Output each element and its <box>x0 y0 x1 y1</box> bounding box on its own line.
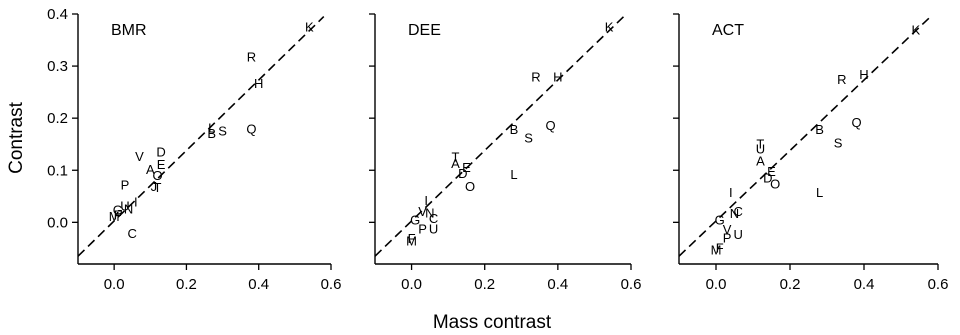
data-point-i: I <box>424 193 428 208</box>
data-point-v: V <box>723 222 732 237</box>
data-point-v: V <box>418 204 427 219</box>
x-tick-label: 0.4 <box>547 276 568 293</box>
data-point-o: O <box>152 168 162 183</box>
data-point-o: O <box>465 179 475 194</box>
y-axis-title: Contrast <box>6 101 27 174</box>
data-point-h: H <box>254 76 263 91</box>
x-tick-label: 0.2 <box>474 276 495 293</box>
data-point-p: P <box>723 230 732 245</box>
data-point-u: U <box>756 141 765 156</box>
data-point-u: U <box>120 199 129 214</box>
x-tick-label: 0.6 <box>321 276 342 293</box>
data-point-k: K <box>911 23 920 38</box>
data-point-i: I <box>729 185 733 200</box>
x-tick-label: 0.4 <box>854 276 875 293</box>
y-tick-label: 0.2 <box>47 110 68 127</box>
data-point-i: I <box>134 195 138 210</box>
x-tick-label: 0.0 <box>104 276 125 293</box>
data-point-h: H <box>553 70 562 85</box>
data-point-p: P <box>418 222 427 237</box>
x-axis-title: Mass contrast <box>433 312 552 333</box>
data-point-e: E <box>157 157 166 172</box>
data-point-d: D <box>458 166 467 181</box>
data-point-n: N <box>124 201 133 216</box>
data-point-k: K <box>605 20 614 35</box>
data-point-s: S <box>834 136 843 151</box>
data-point-u: U <box>734 227 743 242</box>
panel-title: BMR <box>111 22 147 39</box>
data-point-b: B <box>510 122 519 137</box>
y-tick-label: 0.4 <box>47 6 68 23</box>
data-point-b: B <box>207 126 216 141</box>
data-point-a: A <box>756 153 765 168</box>
y-tick-label: 0.3 <box>47 58 68 75</box>
x-tick-label: 0.6 <box>928 276 949 293</box>
data-point-t: T <box>756 137 764 152</box>
data-point-n: N <box>425 205 434 220</box>
data-point-b: B <box>815 122 824 137</box>
fit-line <box>678 16 932 257</box>
panel-title: ACT <box>712 22 744 39</box>
data-point-s: S <box>218 124 227 139</box>
fit-line <box>77 16 325 257</box>
x-tick-label: 0.0 <box>706 276 727 293</box>
chart-panel-bmr: 0.0 0.2 0.4 0.6 0.0 0.1 0.2 0.3 0.4 BMR K RH LB S Q DVE… <box>47 6 341 293</box>
x-tick-label: 0.4 <box>248 276 269 293</box>
data-point-v: V <box>135 149 144 164</box>
y-tick-label: 0.0 <box>47 214 68 231</box>
data-point-r: R <box>531 70 540 85</box>
data-point-a: A <box>146 162 155 177</box>
x-tick-label: 0.2 <box>780 276 801 293</box>
data-point-c: C <box>429 211 438 226</box>
data-point-m: M <box>406 234 417 249</box>
data-point-n: N <box>730 206 739 221</box>
data-point-f: F <box>114 208 122 223</box>
data-point-g: G <box>113 202 123 217</box>
data-point-r: R <box>247 50 256 65</box>
data-point-d: D <box>763 171 772 186</box>
data-point-a: A <box>451 156 460 171</box>
data-point-k: K <box>305 20 314 35</box>
data-point-m: M <box>711 242 722 257</box>
x-tick-label: 0.0 <box>401 276 422 293</box>
data-point-e: E <box>462 160 471 175</box>
data-point-c: C <box>734 204 743 219</box>
data-point-o: O <box>770 176 780 191</box>
data-point-t: T <box>451 150 459 165</box>
panel-title: DEE <box>408 22 441 39</box>
data-point-l: L <box>510 167 517 182</box>
data-point-g: G <box>410 213 420 228</box>
data-point-q: Q <box>545 118 555 133</box>
data-point-j: J <box>151 179 158 194</box>
data-point-e: E <box>767 164 776 179</box>
data-point-g: G <box>715 213 725 228</box>
data-point-q: Q <box>852 115 862 130</box>
data-point-u: U <box>429 222 438 237</box>
data-point-l: L <box>208 121 215 136</box>
x-tick-label: 0.6 <box>621 276 642 293</box>
data-point-r: R <box>837 72 846 87</box>
data-point-p: P <box>121 177 130 192</box>
y-tick-label: 0.1 <box>47 162 68 179</box>
data-point-h: H <box>859 67 868 82</box>
data-point-s: S <box>524 130 533 145</box>
data-point-m: M <box>109 209 120 224</box>
data-point-l: L <box>816 185 823 200</box>
data-point-q: Q <box>246 122 256 137</box>
data-point-f: F <box>408 231 416 246</box>
data-point-d: D <box>156 145 165 160</box>
fit-line <box>374 16 625 257</box>
x-tick-label: 0.2 <box>176 276 197 293</box>
data-point-c: C <box>128 226 137 241</box>
data-point-t: T <box>154 180 162 195</box>
data-point-f: F <box>716 240 724 255</box>
